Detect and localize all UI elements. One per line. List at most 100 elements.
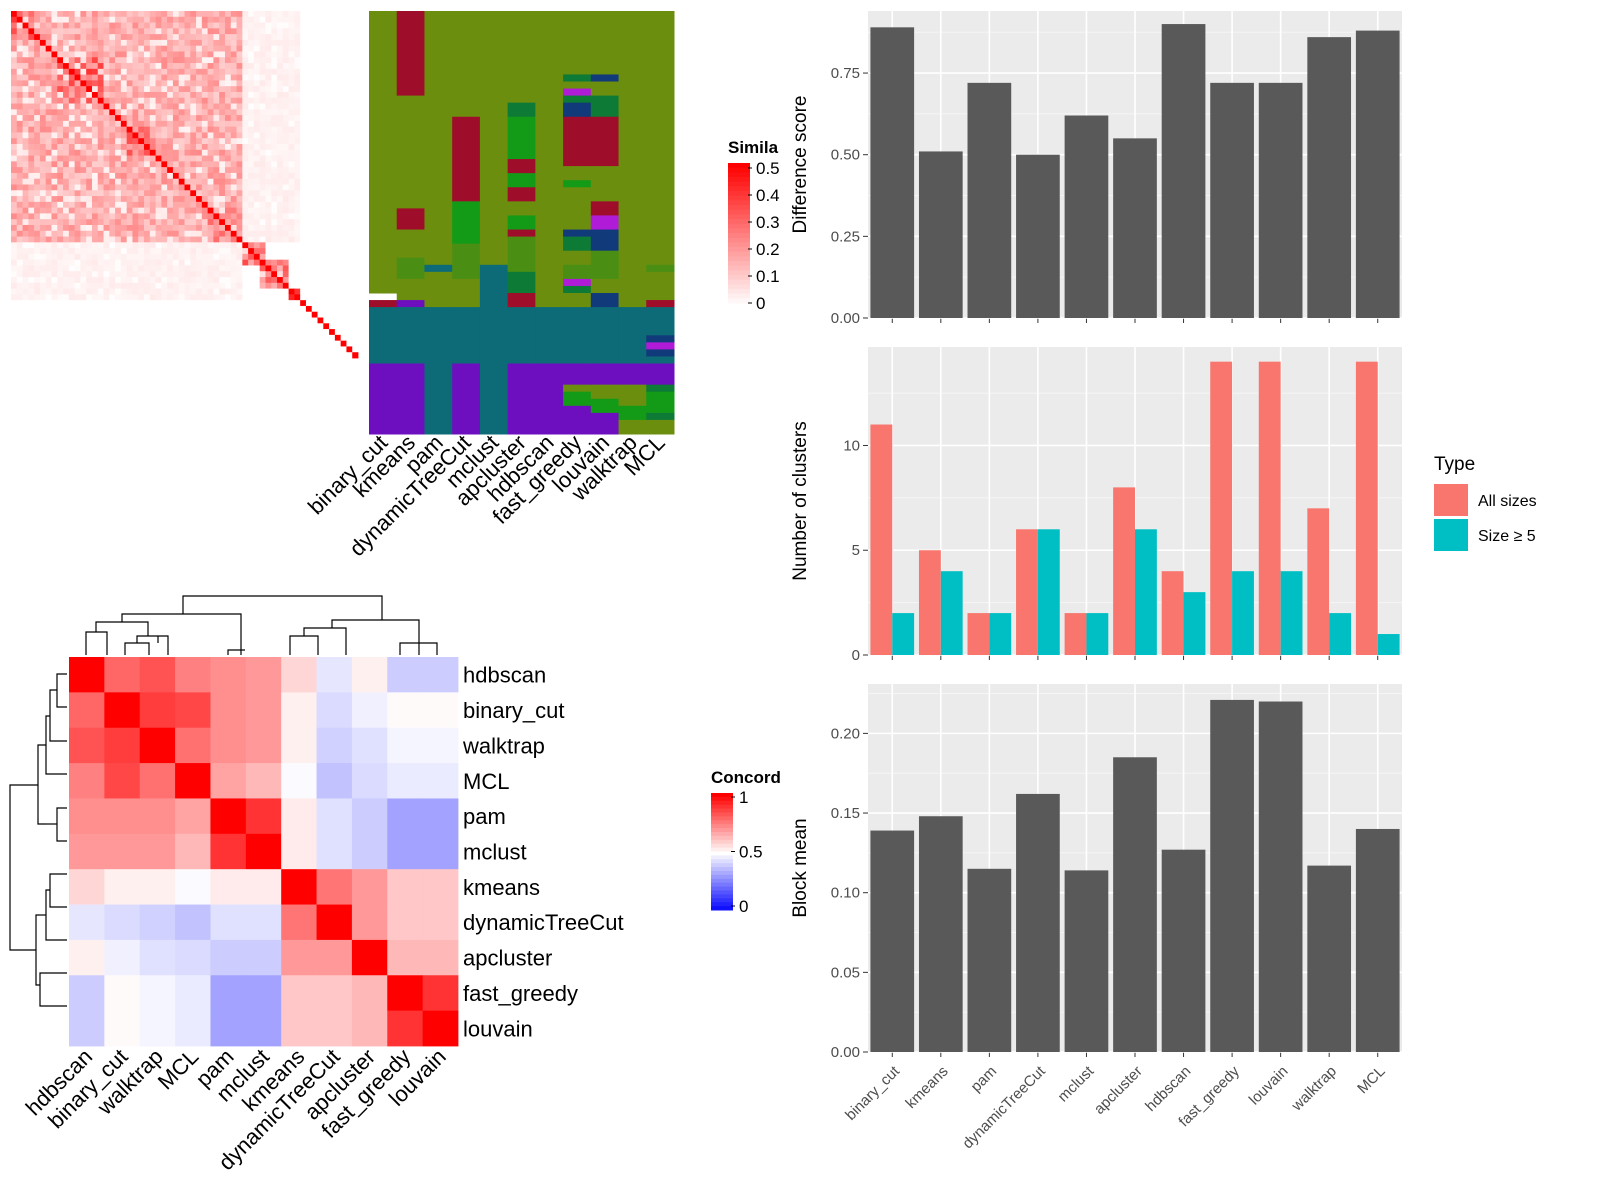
similarity-cell: [300, 144, 307, 151]
similarity-cell: [352, 311, 359, 318]
similarity-cell: [144, 178, 151, 185]
similarity-cell: [346, 236, 353, 243]
similarity-cell: [57, 39, 64, 47]
similarity-cell: [184, 144, 191, 151]
similarity-cell: [132, 271, 139, 278]
similarity-cell: [207, 236, 214, 243]
similarity-cell: [22, 253, 29, 261]
similarity-cell: [201, 277, 209, 284]
similarity-cell: [288, 86, 295, 93]
similarity-cell: [196, 138, 203, 145]
similarity-cell: [317, 57, 324, 64]
similarity-cell: [57, 51, 64, 58]
similarity-cell: [248, 22, 255, 29]
similarity-cell: [201, 91, 209, 99]
similarity-cell: [132, 11, 139, 18]
similarity-cell: [340, 45, 347, 52]
similarity-cell: [178, 103, 185, 110]
similarity-cell: [248, 236, 255, 243]
similarity-cell: [63, 115, 70, 122]
similarity-cell: [329, 51, 336, 58]
similarity-cell: [271, 149, 278, 156]
similarity-cell: [196, 219, 203, 226]
similarity-cell: [63, 230, 70, 237]
similarity-cell: [288, 201, 295, 209]
similarity-cell: [63, 51, 70, 58]
similarity-cell: [16, 39, 23, 47]
similarity-cell: [230, 126, 237, 133]
similarity-cell: [317, 346, 324, 353]
similarity-cell: [155, 224, 162, 232]
similarity-cell: [242, 294, 249, 301]
similarity-cell: [74, 352, 81, 359]
similarity-cell: [259, 277, 266, 284]
similarity-cell: [172, 132, 180, 139]
similarity-cell: [172, 172, 180, 180]
similarity-cell: [132, 334, 139, 342]
similarity-cell: [190, 323, 197, 330]
similarity-cell: [120, 300, 128, 307]
similarity-cell: [288, 120, 295, 128]
similarity-cell: [68, 329, 76, 336]
similarity-cell: [63, 305, 70, 313]
similarity-cell: [45, 39, 52, 47]
y-tick-label: 0.75: [831, 65, 860, 82]
similarity-cell: [305, 224, 313, 232]
similarity-cell: [144, 16, 151, 23]
similarity-cell: [57, 91, 64, 99]
similarity-cell: [68, 16, 76, 23]
similarity-cell: [340, 126, 347, 133]
similarity-cell: [253, 11, 261, 18]
similarity-cell: [248, 253, 255, 261]
similarity-cell: [305, 196, 313, 203]
similarity-cell: [80, 63, 87, 70]
similarity-cell: [144, 224, 151, 232]
concordance-cell: [210, 869, 247, 905]
similarity-cell: [63, 294, 70, 301]
concordance-cell: [175, 657, 211, 693]
similarity-cell: [34, 201, 41, 209]
similarity-cell: [86, 311, 93, 318]
similarity-cell: [242, 346, 249, 353]
similarity-cell: [288, 340, 295, 347]
similarity-cell: [248, 277, 255, 284]
membership-cell: [590, 384, 620, 400]
similarity-cell: [97, 282, 104, 289]
similarity-cell: [63, 161, 70, 168]
similarity-cell: [265, 167, 272, 174]
similarity-cell: [16, 323, 23, 330]
similarity-cell: [207, 277, 214, 284]
similarity-cell: [334, 74, 342, 81]
similarity-cell: [39, 28, 47, 35]
similarity-cell: [253, 242, 261, 249]
similarity-cell: [86, 172, 93, 180]
similarity-cell: [253, 219, 261, 226]
similarity-cell: [39, 288, 47, 295]
similarity-cell: [109, 74, 116, 81]
similarity-cell: [115, 323, 122, 330]
similarity-cell: [144, 294, 151, 301]
similarity-cell: [248, 242, 255, 249]
similarity-cell: [242, 132, 249, 139]
similarity-cell: [323, 97, 330, 104]
similarity-cell: [352, 39, 359, 47]
similarity-cell: [213, 74, 220, 81]
similarity-cell: [167, 149, 174, 156]
similarity-cell: [68, 311, 76, 318]
similarity-cell: [11, 126, 18, 133]
similarity-cell: [224, 16, 232, 23]
similarity-cell: [63, 248, 70, 255]
similarity-cell: [167, 11, 174, 18]
similarity-cell: [311, 45, 318, 52]
similarity-cell: [230, 265, 237, 272]
similarity-cell: [224, 259, 232, 266]
similarity-cell: [213, 230, 220, 237]
similarity-cell: [132, 120, 139, 128]
concordance-legend-swatch: [711, 820, 733, 825]
similarity-cell: [236, 219, 243, 226]
similarity-cell: [115, 149, 122, 156]
similarity-cell: [317, 340, 324, 347]
similarity-cell: [311, 161, 318, 168]
similarity-cell: [63, 190, 70, 197]
similarity-cell: [201, 80, 209, 87]
